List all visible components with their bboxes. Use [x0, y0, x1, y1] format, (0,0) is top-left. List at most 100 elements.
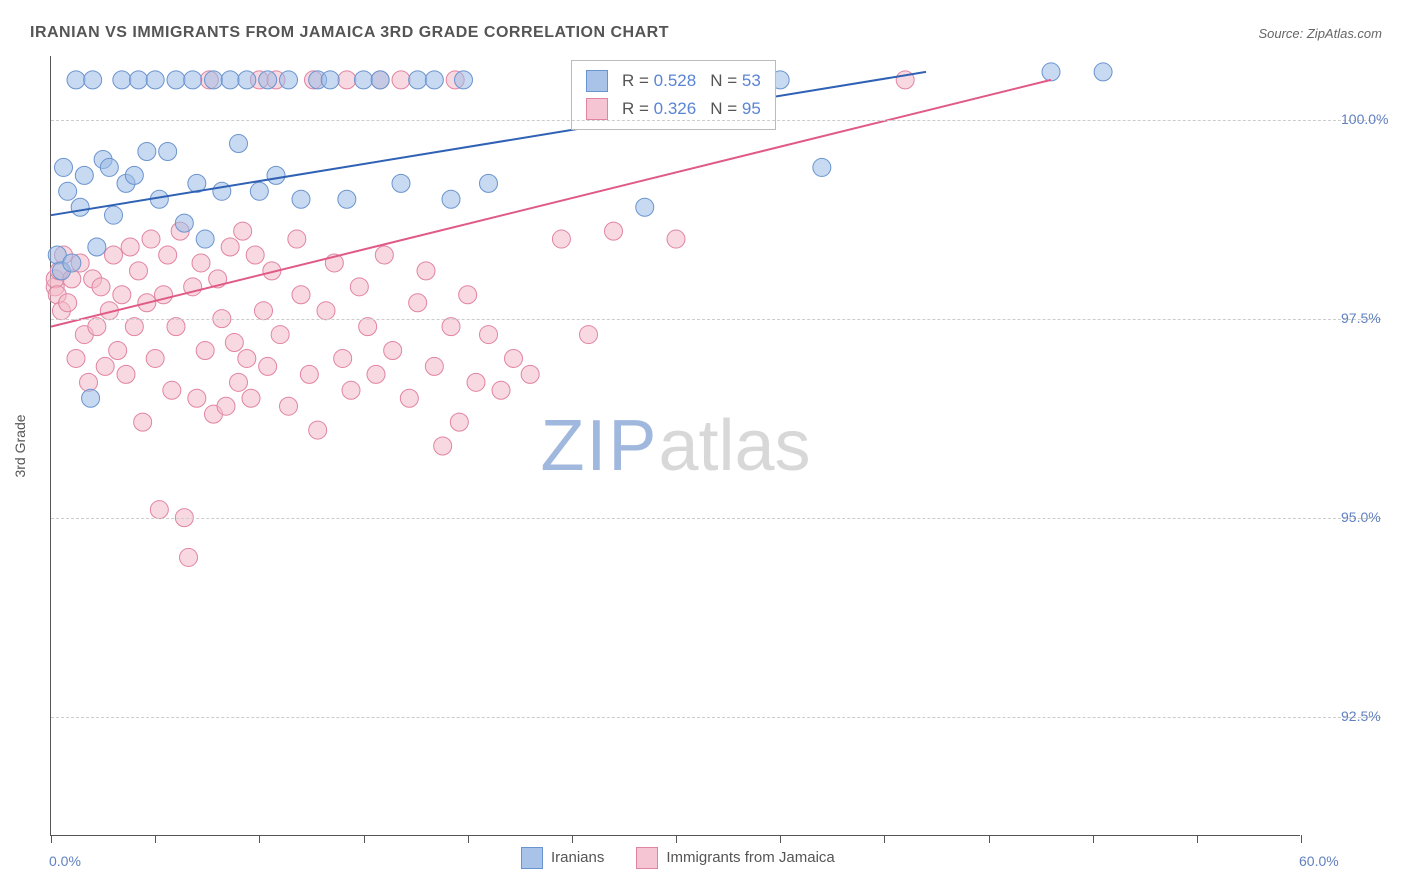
- scatter-point: [238, 349, 256, 367]
- scatter-point: [552, 230, 570, 248]
- scatter-point: [125, 318, 143, 336]
- stats-n-value-1: 53: [742, 71, 761, 90]
- legend-swatch-1: [521, 847, 543, 869]
- scatter-point: [288, 230, 306, 248]
- scatter-point: [180, 548, 198, 566]
- scatter-point: [121, 238, 139, 256]
- scatter-point: [82, 389, 100, 407]
- scatter-point: [234, 222, 252, 240]
- x-tick-label: 0.0%: [49, 853, 81, 869]
- scatter-point: [425, 71, 443, 89]
- scatter-point: [409, 71, 427, 89]
- stats-swatch-2: [586, 98, 608, 120]
- scatter-point: [280, 71, 298, 89]
- scatter-point: [1042, 63, 1060, 81]
- scatter-point: [334, 349, 352, 367]
- scatter-point: [442, 190, 460, 208]
- stats-row-1: R = 0.528 N = 53: [586, 67, 761, 95]
- scatter-point: [492, 381, 510, 399]
- scatter-point: [250, 182, 268, 200]
- y-tick-label: 92.5%: [1341, 708, 1381, 724]
- scatter-point: [450, 413, 468, 431]
- scatter-point: [142, 230, 160, 248]
- scatter-point: [371, 71, 389, 89]
- stats-r-label-1: R = 0.528: [622, 67, 696, 95]
- x-tick: [259, 835, 260, 843]
- scatter-point: [350, 278, 368, 296]
- scatter-point: [238, 71, 256, 89]
- scatter-point: [359, 318, 377, 336]
- scatter-point: [580, 326, 598, 344]
- trend-line: [51, 80, 1051, 327]
- legend-label-1: Iranians: [551, 849, 604, 866]
- scatter-point: [213, 182, 231, 200]
- legend-label-2: Immigrants from Jamaica: [666, 849, 834, 866]
- scatter-point: [159, 246, 177, 264]
- stats-swatch-1: [586, 70, 608, 92]
- legend-item-1: Iranians: [521, 847, 604, 869]
- scatter-point: [105, 246, 123, 264]
- scatter-point: [59, 294, 77, 312]
- source-label: Source:: [1258, 26, 1306, 41]
- scatter-point: [242, 389, 260, 407]
- scatter-point: [125, 166, 143, 184]
- scatter-point: [367, 365, 385, 383]
- scatter-point: [167, 318, 185, 336]
- x-tick: [572, 835, 573, 843]
- scatter-point: [117, 365, 135, 383]
- scatter-point: [105, 206, 123, 224]
- scatter-point: [400, 389, 418, 407]
- scatter-point: [88, 238, 106, 256]
- scatter-point: [425, 357, 443, 375]
- scatter-point: [292, 190, 310, 208]
- gridline: [51, 120, 1381, 121]
- scatter-point: [280, 397, 298, 415]
- scatter-point: [317, 302, 335, 320]
- scatter-point: [134, 413, 152, 431]
- scatter-point: [146, 349, 164, 367]
- scatter-point: [150, 501, 168, 519]
- scatter-point: [480, 174, 498, 192]
- scatter-point: [338, 71, 356, 89]
- scatter-point: [221, 71, 239, 89]
- x-tick: [468, 835, 469, 843]
- legend-item-2: Immigrants from Jamaica: [636, 847, 834, 869]
- y-tick-label: 95.0%: [1341, 509, 1381, 525]
- source-attribution: Source: ZipAtlas.com: [1258, 26, 1382, 41]
- gridline: [51, 518, 1381, 519]
- scatter-point: [196, 230, 214, 248]
- scatter-point: [246, 246, 264, 264]
- scatter-point: [96, 357, 114, 375]
- scatter-point: [184, 71, 202, 89]
- scatter-point: [167, 71, 185, 89]
- scatter-point: [434, 437, 452, 455]
- scatter-point: [196, 341, 214, 359]
- scatter-point: [67, 71, 85, 89]
- x-tick: [364, 835, 365, 843]
- scatter-point: [255, 302, 273, 320]
- x-tick: [1093, 835, 1094, 843]
- x-tick: [1197, 835, 1198, 843]
- scatter-point: [300, 365, 318, 383]
- scatter-point: [188, 389, 206, 407]
- scatter-point: [175, 214, 193, 232]
- scatter-point: [467, 373, 485, 391]
- scatter-point: [267, 166, 285, 184]
- x-tick: [51, 835, 52, 843]
- scatter-point: [67, 349, 85, 367]
- scatter-point: [392, 71, 410, 89]
- scatter-point: [813, 158, 831, 176]
- x-tick: [989, 835, 990, 843]
- stats-n-value-2: 95: [742, 99, 761, 118]
- scatter-point: [375, 246, 393, 264]
- scatter-point: [259, 71, 277, 89]
- scatter-point: [342, 381, 360, 399]
- source-value: ZipAtlas.com: [1307, 26, 1382, 41]
- scatter-point: [113, 286, 131, 304]
- scatter-point: [271, 326, 289, 344]
- scatter-point: [321, 71, 339, 89]
- scatter-point: [63, 254, 81, 272]
- x-tick: [155, 835, 156, 843]
- scatter-point: [605, 222, 623, 240]
- scatter-point: [230, 135, 248, 153]
